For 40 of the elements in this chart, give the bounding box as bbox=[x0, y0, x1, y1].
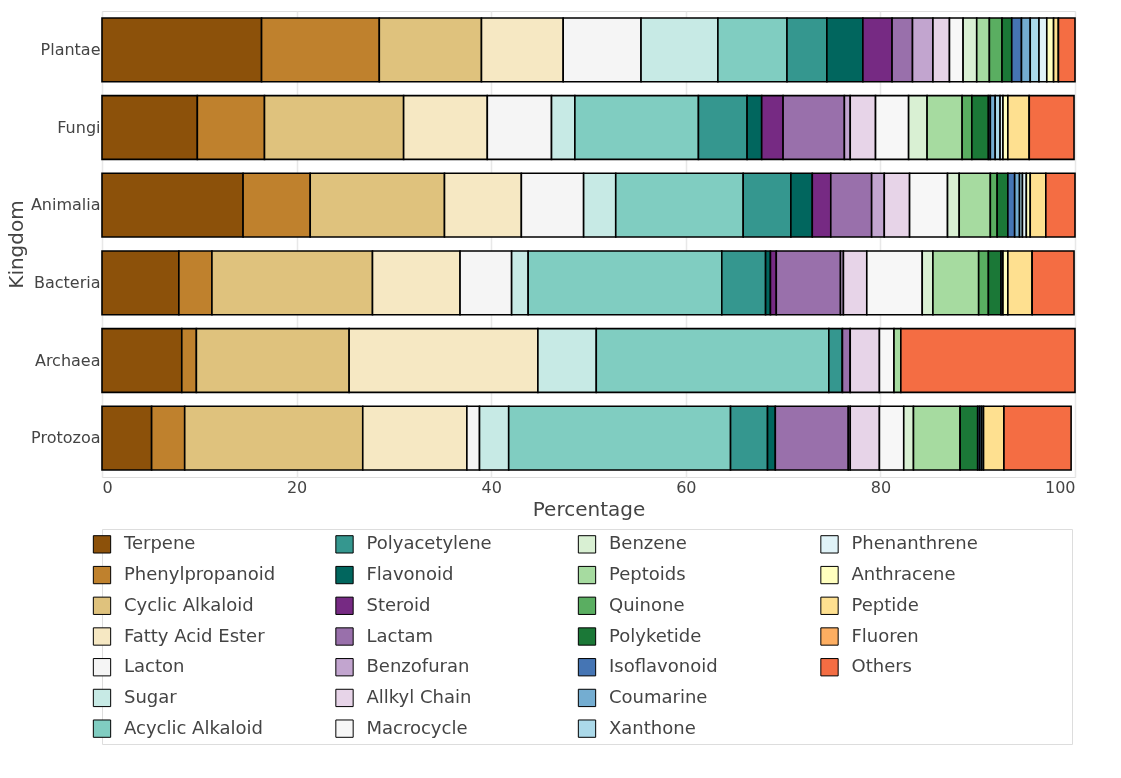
legend-label: Coumarine bbox=[609, 685, 708, 707]
legend-label: Polyketide bbox=[609, 624, 702, 646]
y-axis-title: Kingdom bbox=[3, 200, 28, 289]
x-tick-label: 40 bbox=[481, 477, 502, 497]
x-tick-label: 0 bbox=[102, 477, 113, 497]
legend-label: Flavonoid bbox=[366, 563, 454, 585]
legend-label: Macrocycle bbox=[366, 716, 468, 738]
x-tick-label: 20 bbox=[286, 477, 308, 497]
legend-label: Phenylpropanoid bbox=[124, 563, 276, 585]
x-tick-label: 100 bbox=[1044, 477, 1076, 497]
legend-label: Benzene bbox=[609, 532, 687, 554]
legend-label: Steroid bbox=[366, 593, 431, 615]
y-tick-label: Plantae bbox=[40, 39, 101, 59]
legend-label: Others bbox=[851, 655, 912, 677]
y-tick-label: Fungi bbox=[57, 117, 101, 137]
legend-label: Anthracene bbox=[851, 563, 956, 585]
legend-label: Quinone bbox=[609, 593, 685, 615]
legend-label: Peptoids bbox=[609, 563, 686, 585]
x-tick-label: 60 bbox=[676, 477, 697, 497]
legend-label: Peptide bbox=[851, 593, 919, 615]
legend-label: Allkyl Chain bbox=[366, 685, 472, 707]
legend-label: Fluoren bbox=[851, 624, 919, 646]
y-tick-label: Protozoa bbox=[31, 428, 101, 448]
legend-label: Isoflavonoid bbox=[609, 655, 718, 677]
legend-label: Cyclic Alkaloid bbox=[124, 593, 254, 615]
y-tick-label: Bacteria bbox=[33, 272, 101, 292]
legend-label: Phenanthrene bbox=[851, 532, 978, 554]
legend-label: Lacton bbox=[124, 655, 185, 677]
legend-label: Acyclic Alkaloid bbox=[124, 716, 263, 738]
legend-label: Benzofuran bbox=[366, 655, 470, 677]
legend-label: Terpene bbox=[123, 532, 196, 554]
y-tick-label: Archaea bbox=[34, 350, 101, 370]
y-tick-label: Animalia bbox=[30, 195, 101, 215]
x-axis-title: Percentage bbox=[532, 496, 646, 521]
legend-label: Xanthone bbox=[609, 716, 696, 738]
legend-label: Lactam bbox=[366, 624, 434, 646]
legend-label: Fatty Acid Ester bbox=[124, 624, 266, 646]
legend-label: Sugar bbox=[124, 685, 178, 707]
legend-label: Polyacetylene bbox=[366, 532, 492, 554]
x-tick-label: 80 bbox=[870, 477, 892, 497]
